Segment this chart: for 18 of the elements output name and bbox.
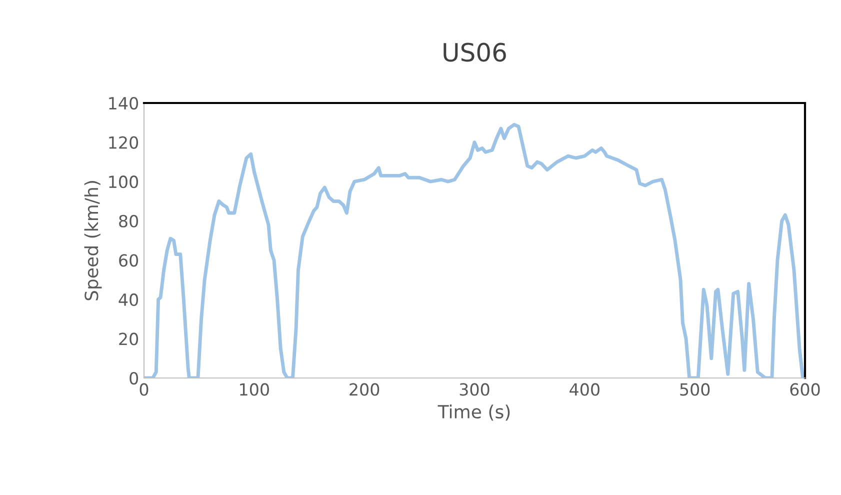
y-tick-label: 0 [130,372,138,385]
x-tick-label: 100 [240,383,269,396]
y-tick-label: 100 [109,176,138,188]
y-tick-label: 80 [119,214,138,228]
x-tick-label: 300 [460,383,490,396]
y-tick-label: 120 [109,136,138,149]
x-tick-label: 500 [680,383,710,396]
x-axis-title: Time (s) [438,404,510,421]
x-tick-label: 400 [570,383,600,396]
chart-title: US06 [444,42,506,62]
x-tick-label: 200 [350,383,380,396]
y-tick-label: 60 [119,254,138,267]
y-tick-label: 140 [109,96,138,110]
y-axis-title: Speed (km/h) [84,181,102,300]
y-tick-label: 20 [119,332,138,346]
x-tick-label: 600 [790,383,820,396]
y-tick-label: 40 [118,293,138,306]
x-tick-label: 0 [140,383,148,396]
